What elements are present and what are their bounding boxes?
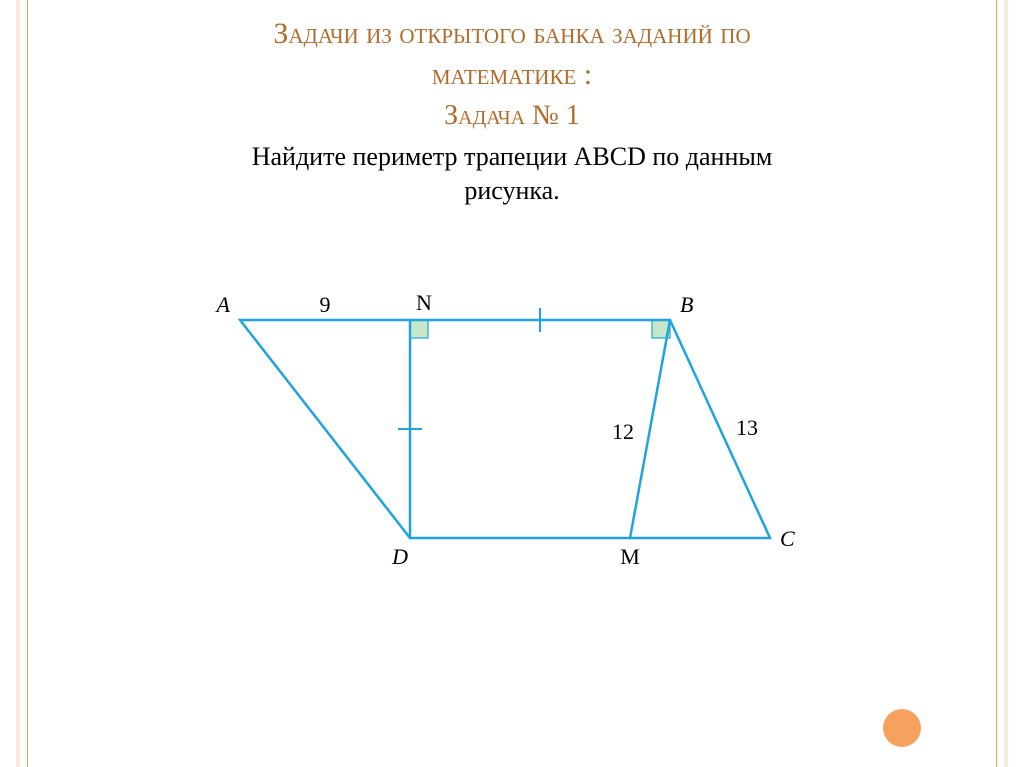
point-label-B: B [680, 292, 693, 317]
prompt-line1: Найдите периметр трапеции ABCD по данным [60, 140, 964, 174]
value-AN: 9 [320, 292, 331, 317]
frame-right-band [1004, 0, 1008, 767]
prompt-line2: рисунка. [60, 174, 964, 208]
point-label-D: D [391, 544, 408, 569]
value-BC: 13 [736, 415, 758, 440]
frame-left-line [27, 0, 28, 767]
corner-circle-icon [883, 709, 921, 747]
slide: Задачи из открытого банка заданий по мат… [0, 0, 1024, 767]
slide-subtitle: Задача № 1 [50, 100, 974, 132]
value-BM: 12 [612, 419, 634, 444]
trapezoid-diagram: A B C D N M 9 12 13 [200, 280, 820, 620]
point-label-A: A [215, 292, 231, 317]
title-line2: математике : [50, 55, 974, 96]
subtitle-text: Задача № 1 [444, 100, 580, 131]
title-line1: Задачи из открытого банка заданий по [50, 14, 974, 55]
point-label-M: M [620, 544, 640, 569]
frame-right-line [996, 0, 997, 767]
slide-title: Задачи из открытого банка заданий по мат… [50, 14, 974, 95]
point-label-C: C [780, 526, 795, 551]
point-label-N: N [416, 290, 432, 315]
frame-left-band [16, 0, 20, 767]
problem-prompt: Найдите периметр трапеции ABCD по данным… [60, 140, 964, 208]
